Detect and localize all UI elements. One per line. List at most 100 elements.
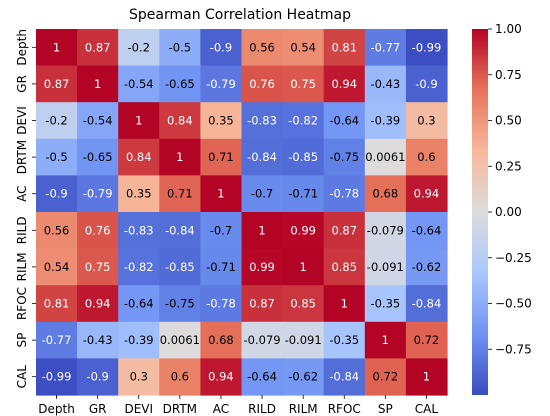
heatmap-cell [200,138,243,176]
heatmap-cell [364,285,407,323]
cell-value-label: -0.65 [83,150,113,164]
cell-value-label: -0.39 [124,333,154,347]
heatmap-cell [200,65,243,103]
y-tick-label: RILM [15,252,29,281]
cell-value-label: -0.54 [83,114,113,128]
heatmap-cell [36,138,78,176]
heatmap-cell [241,248,284,286]
heatmap-cell [405,29,448,67]
cell-value-label: -0.84 [329,370,359,384]
heatmap-cell [405,285,448,323]
cell-value-label: 0.6 [171,370,189,384]
heatmap-cell [200,248,243,286]
heatmap-cell [323,212,366,250]
cell-value-label: 0.3 [417,114,435,128]
heatmap-cell [159,138,201,176]
colorbar-tick-label: 0.50 [495,114,522,128]
heatmap-cell [282,285,325,323]
cell-value-label: 0.54 [44,260,70,274]
y-tick-label: DRTM [15,140,29,174]
heatmap-cell [323,321,366,359]
cell-value-label: -0.2 [128,40,150,54]
heatmap-cell [36,65,78,103]
heatmap-cell [405,65,448,103]
cell-value-label: -0.62 [412,260,442,274]
y-tick-label: CAL [15,365,29,389]
cell-value-label: 1 [176,150,183,164]
y-tick-label: GR [15,75,29,93]
cell-value-label: 0.6 [417,150,435,164]
chart-title: Spearman Correlation Heatmap [129,7,351,23]
cell-value-label: 0.84 [167,114,193,128]
cell-value-label: -0.77 [370,40,400,54]
x-tick-label: CAL [415,402,439,416]
heatmap-cell [364,212,407,250]
x-tick-label: DRTM [163,402,197,416]
heatmap-cell [405,138,448,176]
cell-value-label: -0.83 [247,114,277,128]
heatmap-cell [159,248,201,286]
cell-value-label: 0.99 [290,223,316,237]
heatmap-cell [282,29,325,67]
cell-value-label: 1 [299,260,306,274]
heatmap-cell [118,248,160,286]
heatmap-cell [364,321,407,359]
cell-value-label: 0.87 [85,40,111,54]
heatmap-cell [405,321,448,359]
heatmap-cell [282,65,325,103]
heatmap-cell [282,175,325,213]
cell-value-label: -0.75 [165,297,195,311]
heatmap-cell [282,358,325,396]
cell-value-label: -0.43 [370,77,400,91]
cell-value-label: -0.79 [206,77,236,91]
cell-value-label: -0.64 [412,223,442,237]
heatmap-cell [323,175,366,213]
cell-value-label: -0.7 [210,223,232,237]
colorbar-tick-label: 0.75 [495,68,522,82]
cell-value-label: -0.84 [247,150,277,164]
heatmap-cell [36,285,78,323]
colorbar-gradient [472,29,488,395]
heatmap-cell [36,102,78,140]
heatmap-cell [200,29,243,67]
heatmap-cell [159,65,201,103]
heatmap-cell [118,285,160,323]
cell-value-label: -0.84 [412,297,442,311]
cell-value-label: 0.3 [130,370,148,384]
heatmap-cell [159,212,201,250]
cell-value-label: -0.64 [124,297,154,311]
cell-value-label: -0.9 [415,77,437,91]
cell-value-label: 0.87 [249,297,275,311]
y-tick-label: DEVI [15,106,29,135]
cell-value-label: 0.54 [290,40,316,54]
heatmap-cell [364,358,407,396]
cell-value-label: -0.99 [412,40,442,54]
colorbar: 1.00 0.75 0.50 0.25 0.00 −0.25 −0.50 −0.75 [472,22,532,395]
cell-value-label: -0.82 [288,114,318,128]
cell-value-label: 0.68 [373,187,399,201]
heatmap-cell [77,321,119,359]
cell-value-label: -0.75 [329,150,359,164]
x-tick-label: SP [378,402,393,416]
y-tick-label: RFOC [15,287,29,320]
heatmap-cell [200,102,243,140]
cell-value-label: 0.0061 [160,333,200,347]
heatmap-cell [323,138,366,176]
heatmap-cell [159,358,201,396]
cell-value-label: -0.71 [288,187,318,201]
heatmap-cell [364,138,407,176]
cell-value-label: -0.39 [370,114,400,128]
cell-value-label: -0.079 [244,333,281,347]
cell-value-label: 1 [217,187,224,201]
cell-value-label: 1 [94,77,101,91]
colorbar-tick-label: 0.25 [495,159,522,173]
heatmap-cell [159,285,201,323]
heatmap-cell [77,285,119,323]
x-tick-label: Depth [38,402,75,416]
heatmap-cell [200,285,243,323]
heatmap-cell [36,321,78,359]
cell-value-label: -0.35 [370,297,400,311]
cell-value-label: 0.71 [208,150,234,164]
cell-value-label: -0.77 [42,333,72,347]
cell-value-label: -0.83 [124,223,154,237]
